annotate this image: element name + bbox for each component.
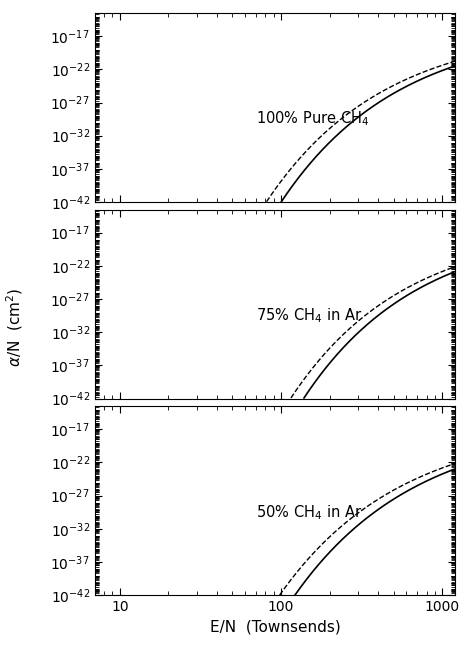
Text: 50% CH$_4$ in Ar: 50% CH$_4$ in Ar [256,503,362,521]
Text: $\alpha$/N  (cm$^2$): $\alpha$/N (cm$^2$) [4,287,25,367]
Text: 75% CH$_4$ in Ar: 75% CH$_4$ in Ar [256,306,362,325]
Text: 100% Pure CH$_4$: 100% Pure CH$_4$ [256,110,370,128]
X-axis label: E/N  (Townsends): E/N (Townsends) [210,619,340,634]
